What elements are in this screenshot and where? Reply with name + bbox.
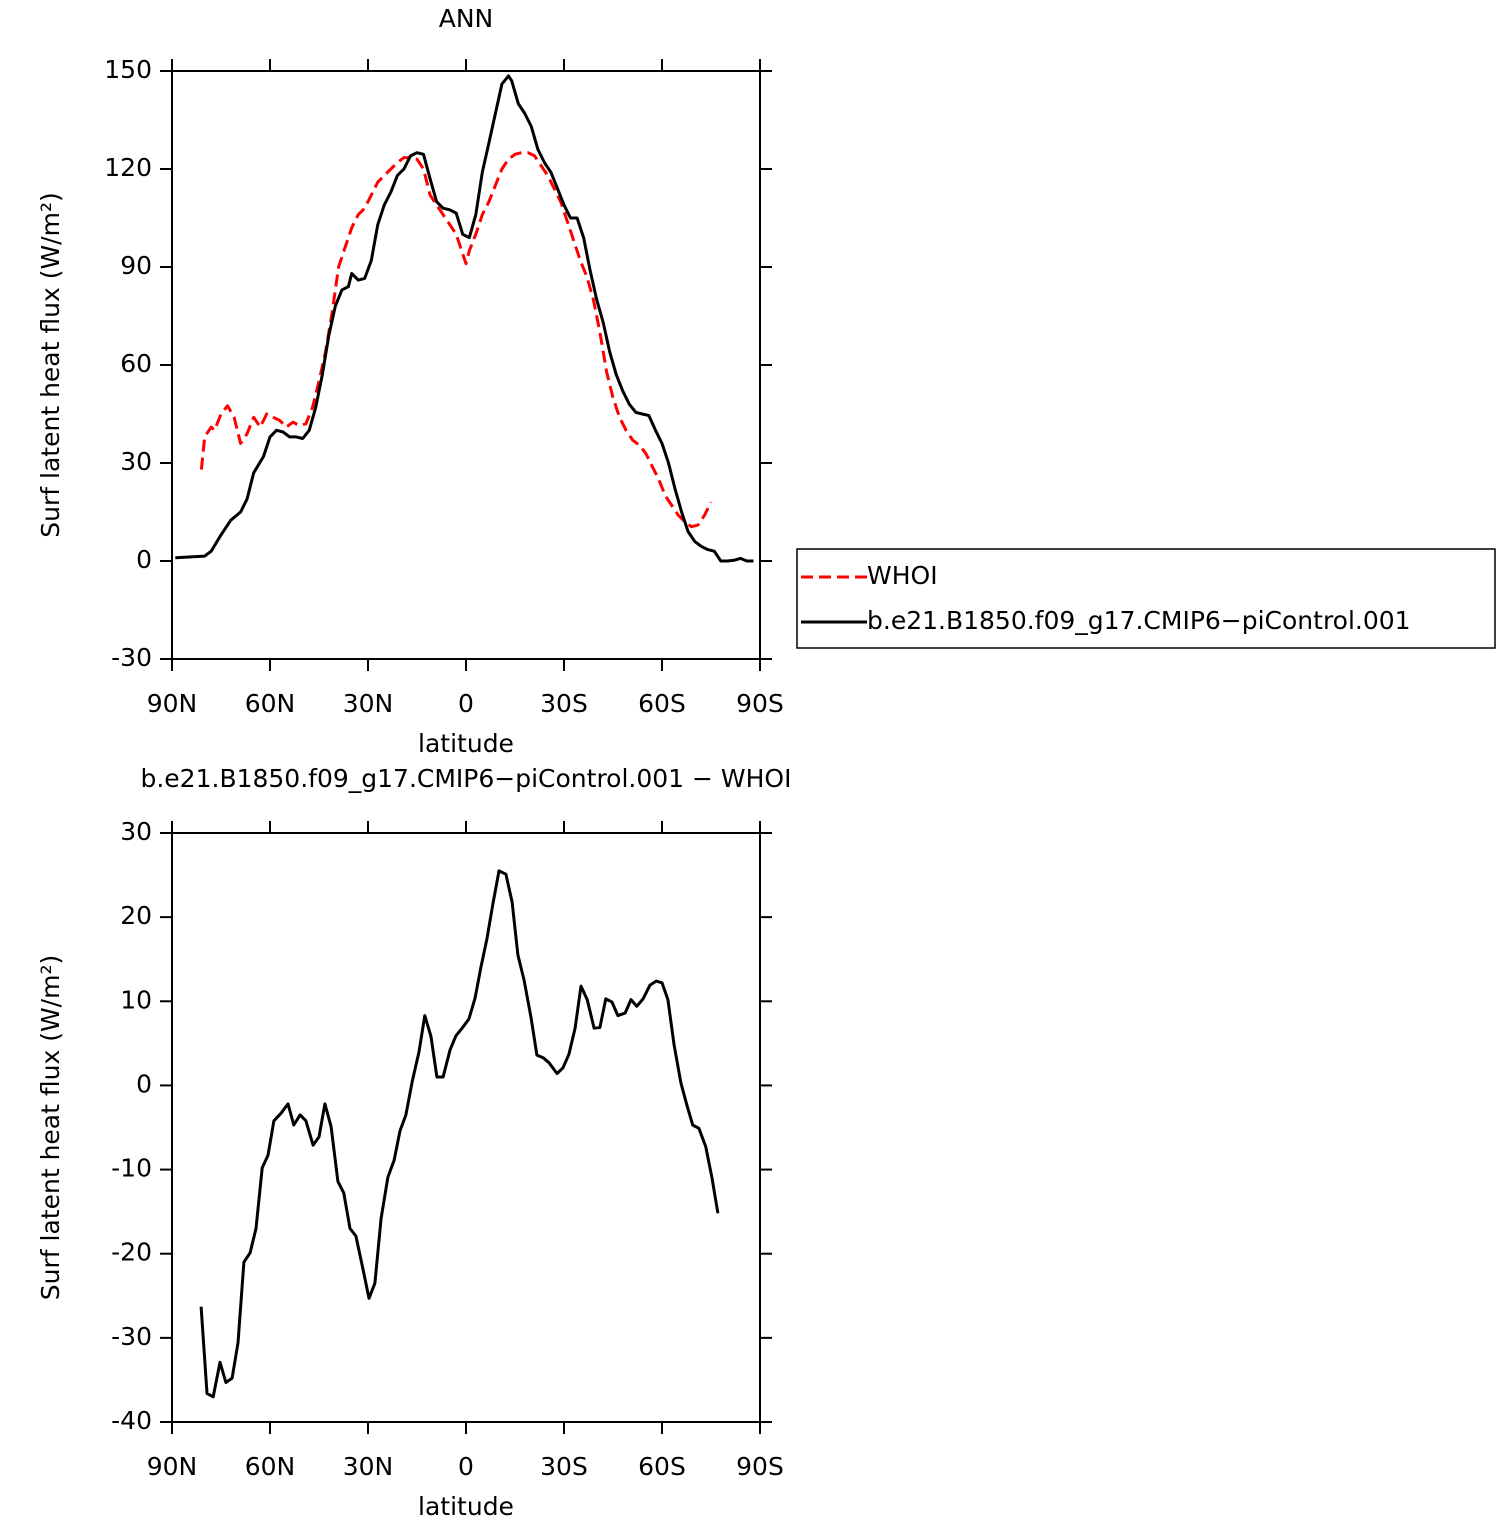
x-tick-label: 30N — [343, 689, 394, 718]
x-axis-label: latitude — [418, 1492, 514, 1521]
y-tick-label: -30 — [111, 1322, 152, 1351]
plot-frame — [171, 70, 761, 660]
y-tick-label: 30 — [120, 447, 152, 476]
x-tick-label: 60S — [638, 1452, 686, 1481]
y-tick-label: -40 — [111, 1406, 152, 1435]
y-tick-label: -20 — [111, 1238, 152, 1267]
y-tick-label: -10 — [111, 1154, 152, 1183]
x-tick-label: 30S — [540, 689, 588, 718]
x-tick-label: 0 — [458, 689, 474, 718]
legend-label: WHOI — [867, 561, 938, 590]
x-tick-label: 60N — [245, 1452, 296, 1481]
y-tick-label: 10 — [120, 985, 152, 1014]
x-axis-label: latitude — [418, 729, 514, 758]
plot-frame — [171, 832, 761, 1423]
y-tick-label: -30 — [111, 643, 152, 672]
x-tick-label: 30N — [343, 1452, 394, 1481]
data-line — [175, 74, 754, 563]
y-tick-label: 90 — [120, 251, 152, 280]
x-tick-label: 90S — [736, 1452, 784, 1481]
y-tick-label: 60 — [120, 349, 152, 378]
chart-title: ANN — [439, 4, 494, 33]
legend: WHOI b.e21.B1850.f09_g17.CMIP6−piControl.… — [796, 548, 1496, 649]
data-line — [199, 151, 713, 529]
y-tick-label: 150 — [104, 55, 152, 84]
x-tick-label: 90N — [147, 1452, 198, 1481]
x-tick-label: 90N — [147, 689, 198, 718]
y-tick-label: 20 — [120, 901, 152, 930]
x-tick-label: 0 — [458, 1452, 474, 1481]
legend-box — [796, 548, 1496, 649]
y-tick-label: 0 — [136, 545, 152, 574]
chart-title: b.e21.B1850.f09_g17.CMIP6−piControl.001 … — [140, 764, 791, 793]
x-tick-label: 90S — [736, 689, 784, 718]
y-tick-label: 120 — [104, 153, 152, 182]
y-axis-label: Surf latent heat flux (W/m²) — [36, 955, 65, 1300]
legend-label: b.e21.B1850.f09_g17.CMIP6−piControl.001 — [867, 606, 1411, 635]
x-tick-label: 30S — [540, 1452, 588, 1481]
y-tick-label: 30 — [120, 817, 152, 846]
y-tick-label: 0 — [136, 1069, 152, 1098]
y-axis-label: Surf latent heat flux (W/m²) — [36, 192, 65, 537]
data-line — [199, 869, 720, 1399]
x-tick-label: 60N — [245, 689, 296, 718]
x-tick-label: 60S — [638, 689, 686, 718]
